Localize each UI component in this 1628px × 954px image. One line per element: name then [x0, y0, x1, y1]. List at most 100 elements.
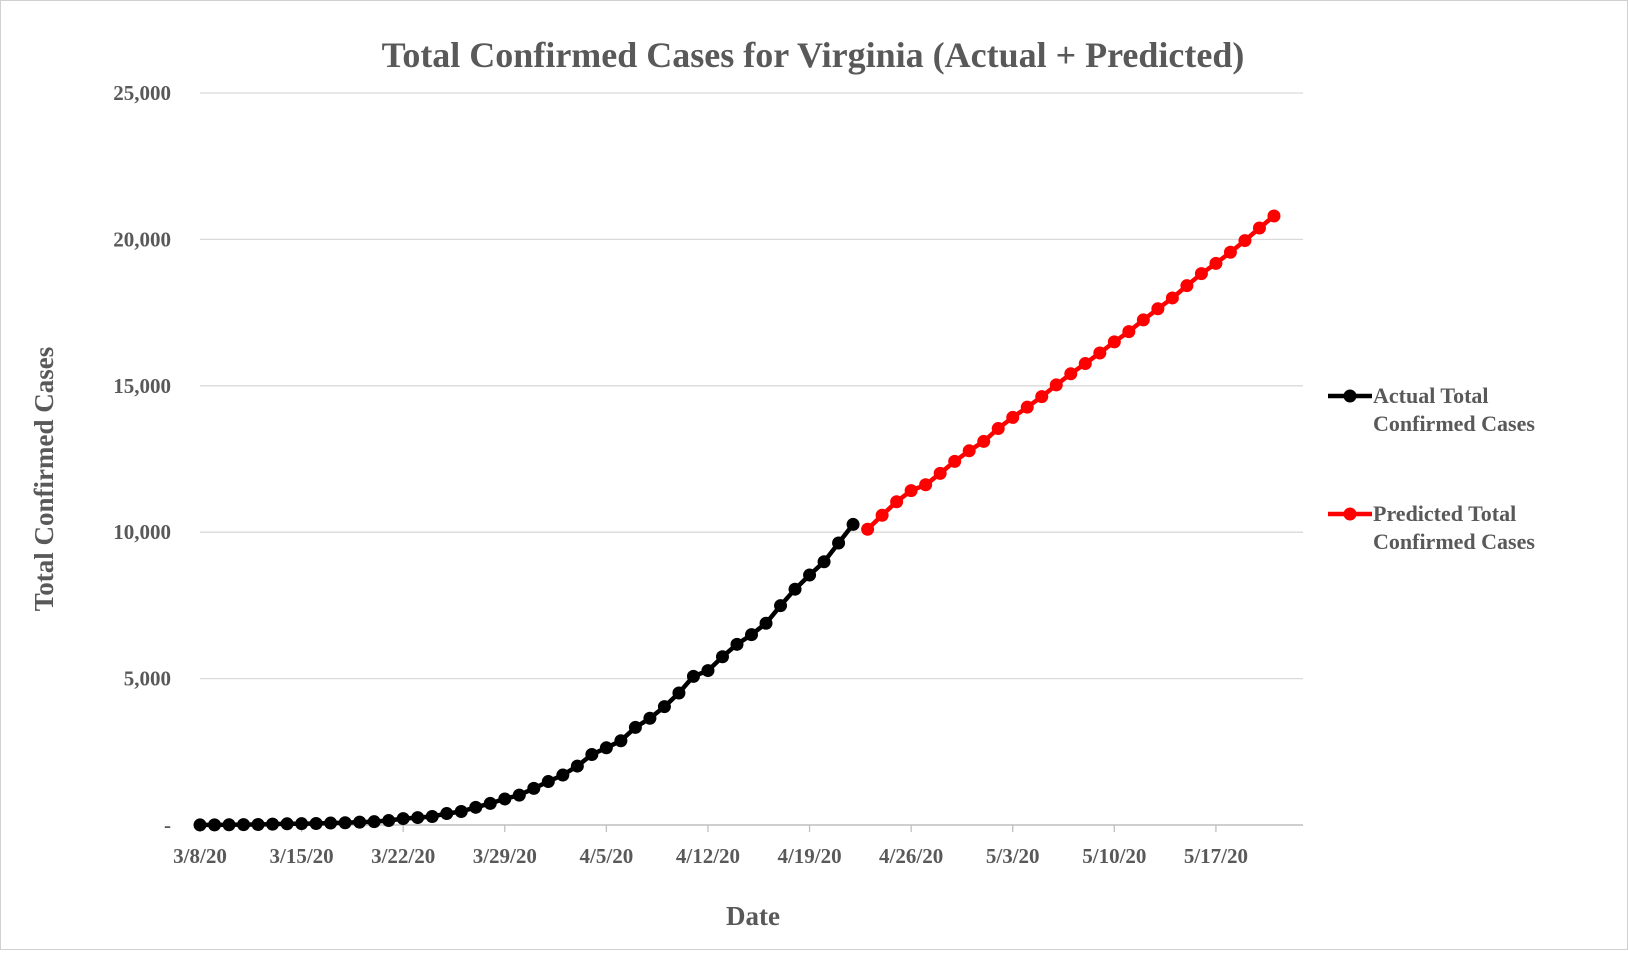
- data-point: [774, 599, 788, 613]
- data-point: [570, 759, 584, 773]
- data-point: [295, 817, 309, 831]
- data-point: [1049, 378, 1063, 392]
- data-point: [643, 711, 657, 725]
- data-point: [904, 484, 918, 498]
- legend-label: Predicted Total Confirmed Cases: [1373, 501, 1535, 554]
- data-point: [353, 815, 367, 829]
- legend-label: Actual Total Confirmed Cases: [1373, 383, 1535, 436]
- data-point: [686, 669, 700, 683]
- series-actual: [193, 517, 860, 832]
- x-tick-label: 4/19/20: [777, 844, 841, 868]
- data-point: [1252, 221, 1266, 235]
- series-line: [200, 523, 855, 828]
- data-point: [730, 637, 744, 651]
- data-point: [788, 582, 802, 596]
- data-point: [1035, 390, 1049, 404]
- data-point: [309, 817, 323, 831]
- x-tick-label: 4/5/20: [580, 844, 634, 868]
- series-layer: [193, 209, 1281, 832]
- data-point: [1194, 267, 1208, 281]
- data-point: [1209, 256, 1223, 270]
- y-axis-title: Total Confirmed Cases: [29, 347, 59, 612]
- data-point: [512, 788, 526, 802]
- legend-item: Predicted Total Confirmed Cases: [1328, 501, 1535, 554]
- data-point: [701, 664, 715, 678]
- data-point: [469, 800, 483, 814]
- data-point: [541, 775, 555, 789]
- x-tick-label: 5/3/20: [986, 844, 1040, 868]
- y-tick-label: 15,000: [113, 374, 171, 398]
- legend-item: Actual Total Confirmed Cases: [1328, 383, 1535, 436]
- data-point: [890, 495, 904, 509]
- data-point: [425, 810, 439, 824]
- data-point: [1064, 367, 1078, 381]
- data-point: [628, 720, 642, 734]
- data-point: [208, 818, 222, 832]
- data-point: [280, 817, 294, 831]
- x-tick-label: 3/15/20: [270, 844, 334, 868]
- y-axis-ticks: - 5,000 10,000 15,000 20,000 25,000: [113, 81, 171, 837]
- data-point: [1223, 245, 1237, 259]
- data-point: [1006, 410, 1020, 424]
- data-point: [585, 748, 599, 762]
- data-point: [1136, 313, 1150, 327]
- data-point: [919, 478, 933, 492]
- data-point: [556, 768, 570, 782]
- data-point: [1107, 335, 1121, 349]
- y-tick-label: 5,000: [124, 667, 171, 691]
- data-point: [1093, 346, 1107, 360]
- gridlines: [200, 92, 1303, 680]
- data-point: [1078, 357, 1092, 371]
- x-axis-ticks: 3/8/20 3/15/20 3/22/20 3/29/20 4/5/20 4/12/20…: [173, 825, 1248, 868]
- data-point: [237, 818, 251, 832]
- data-point: [861, 522, 875, 536]
- data-point: [977, 434, 991, 448]
- x-axis-title: Date: [726, 901, 780, 931]
- data-point: [1180, 279, 1194, 293]
- data-point: [745, 628, 758, 642]
- x-tick-label: 5/17/20: [1184, 844, 1248, 868]
- legend-swatch-marker: [1343, 507, 1357, 521]
- data-point: [193, 818, 207, 832]
- series-predicted: [861, 209, 1281, 536]
- data-point: [991, 422, 1005, 436]
- data-point: [266, 817, 280, 831]
- data-point: [1020, 400, 1034, 414]
- y-tick-label: 25,000: [113, 81, 171, 105]
- data-point: [657, 700, 671, 714]
- data-point: [1238, 234, 1252, 248]
- x-tick-label: 3/29/20: [473, 844, 537, 868]
- data-point: [367, 815, 381, 829]
- chart-title: Total Confirmed Cases for Virginia (Actu…: [382, 35, 1245, 75]
- data-point: [715, 650, 729, 664]
- data-point: [599, 741, 613, 755]
- data-point: [948, 454, 962, 468]
- data-point: [411, 811, 425, 825]
- data-point: [962, 444, 976, 458]
- data-point: [483, 796, 497, 810]
- data-point: [614, 734, 628, 748]
- data-point: [251, 818, 265, 832]
- data-point: [440, 807, 454, 821]
- x-tick-label: 5/10/20: [1082, 844, 1146, 868]
- x-tick-label: 3/8/20: [173, 844, 227, 868]
- data-point: [382, 814, 396, 828]
- data-point: [817, 555, 831, 569]
- y-tick-label: 20,000: [113, 227, 171, 251]
- x-tick-label: 4/26/20: [879, 844, 943, 868]
- data-point: [1165, 291, 1179, 305]
- data-point: [832, 536, 846, 550]
- data-point: [498, 792, 512, 806]
- y-tick-label: 10,000: [113, 520, 171, 544]
- data-point: [803, 568, 817, 582]
- data-point: [454, 805, 468, 819]
- data-point: [933, 466, 947, 480]
- data-point: [846, 517, 860, 531]
- x-tick-label: 3/22/20: [371, 844, 435, 868]
- data-point: [324, 816, 338, 830]
- data-point: [527, 781, 541, 795]
- data-point: [875, 508, 889, 522]
- data-point: [672, 686, 686, 700]
- legend-swatch-marker: [1343, 389, 1357, 403]
